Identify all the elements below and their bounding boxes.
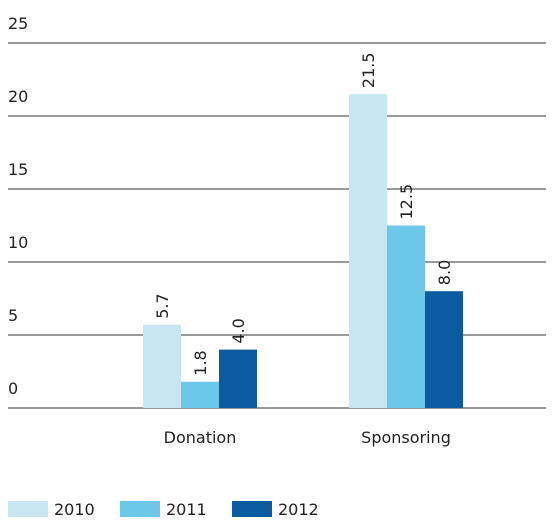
y-tick-label: 0 <box>8 379 18 398</box>
value-label: 4.0 <box>229 318 248 343</box>
legend-swatch <box>120 501 160 517</box>
value-label: 12.5 <box>397 184 416 220</box>
y-tick-label: 5 <box>8 306 18 325</box>
value-label: 5.7 <box>153 293 172 318</box>
value-label: 1.8 <box>191 350 210 375</box>
y-tick-label: 20 <box>8 87 28 106</box>
y-tick-label: 15 <box>8 160 28 179</box>
bar <box>181 381 219 408</box>
legend-swatch <box>8 501 48 517</box>
bar <box>143 324 181 408</box>
value-label: 21.5 <box>359 52 378 88</box>
x-tick-label: Sponsoring <box>361 428 451 447</box>
legend-label: 2010 <box>54 500 95 519</box>
y-tick-label: 25 <box>8 14 28 33</box>
bar <box>349 94 387 408</box>
x-tick-label: Donation <box>164 428 237 447</box>
legend-swatch <box>232 501 272 517</box>
bar <box>219 349 257 408</box>
y-tick-label: 10 <box>8 233 28 252</box>
bar <box>425 291 463 408</box>
value-label: 8.0 <box>435 260 454 285</box>
legend-label: 2012 <box>278 500 319 519</box>
legend-label: 2011 <box>166 500 207 519</box>
bar <box>387 225 425 408</box>
